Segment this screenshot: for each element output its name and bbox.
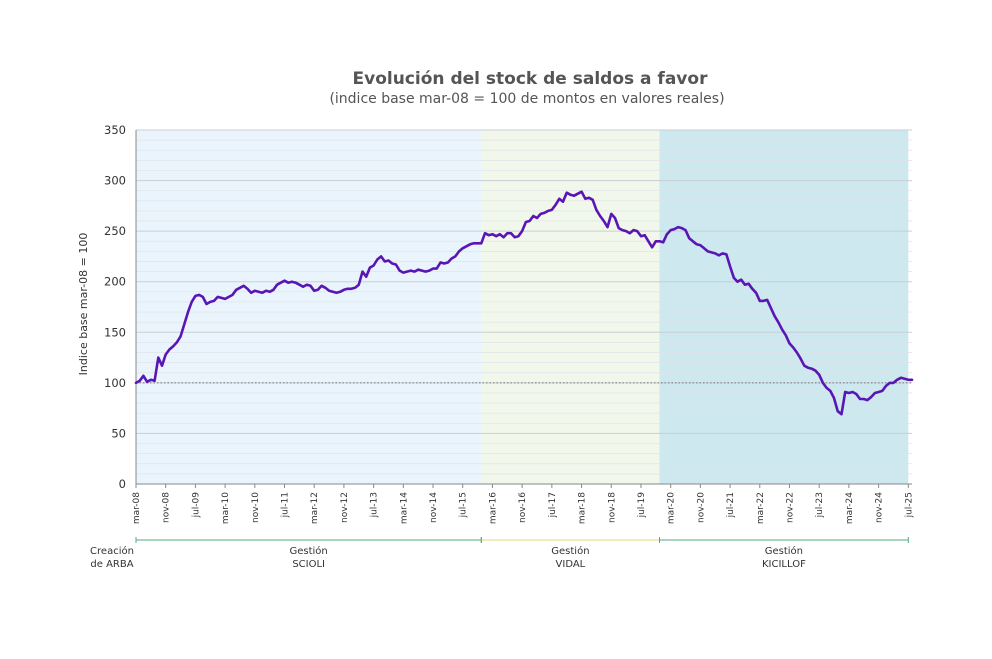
period-band-1 [136, 130, 482, 484]
y-tick-label: 50 [111, 426, 126, 440]
x-tick-label: nov-10 [251, 492, 261, 523]
period-bands [136, 130, 909, 484]
period-label-line1: Gestión [765, 545, 803, 557]
period-band-2 [481, 130, 660, 484]
x-tick-label: jul-23 [815, 492, 825, 518]
y-tick-label: 300 [104, 174, 126, 188]
x-tick-label: jul-17 [548, 492, 558, 518]
x-tick-label: jul-13 [370, 492, 380, 518]
x-tick-label: jul-09 [191, 492, 201, 519]
x-tick-label: mar-08 [132, 492, 142, 524]
period-label-line2: de ARBA [90, 559, 133, 570]
y-tick-label: 250 [104, 224, 126, 238]
y-tick-labels: 0 50 100 150 200 250 300 350 [104, 123, 126, 491]
x-tick-label: jul-21 [726, 492, 736, 518]
x-tick-label: mar-22 [756, 492, 766, 524]
x-tick-label: nov-20 [696, 492, 706, 523]
period-label-line2: KICILLOF [762, 559, 806, 570]
x-tick-label: nov-16 [518, 492, 528, 523]
period-label-line2: VIDAL [556, 559, 586, 570]
period-legend: Creación de ARBA Gestión SCIOLI Gestión VIDAL… [90, 537, 909, 570]
chart-title: Evolución del stock de saldos a favor [353, 69, 709, 89]
x-tick-label: jul-19 [637, 492, 647, 519]
x-tick-label: nov-12 [340, 492, 350, 523]
y-tick-label: 0 [119, 477, 126, 491]
period-label-line1: Gestión [290, 545, 328, 557]
x-tick-label: nov-22 [785, 492, 795, 523]
axes [135, 130, 912, 485]
x-tick-label: jul-11 [281, 492, 291, 518]
y-tick-label: 100 [104, 376, 126, 390]
x-tick-label: mar-10 [221, 492, 231, 524]
y-tick-label: 350 [104, 123, 126, 137]
x-tick-label: nov-08 [162, 492, 172, 523]
x-tick-label: nov-14 [429, 492, 439, 523]
x-tick-label: mar-12 [310, 492, 320, 524]
x-tick-label: mar-16 [488, 492, 498, 524]
x-tick-label: nov-18 [607, 492, 617, 523]
y-tick-label: 150 [104, 325, 126, 339]
y-axis-label: Indice base mar-08 = 100 [77, 233, 90, 376]
x-tick-label: mar-24 [845, 492, 855, 524]
x-tick-labels: mar-08 nov-08 jul-09 mar-10 nov-10 jul-11 mar-… [132, 484, 914, 524]
x-tick-label: jul-15 [459, 492, 469, 518]
x-tick-label: mar-18 [578, 492, 588, 524]
period-label-line2: SCIOLI [292, 559, 325, 570]
x-tick-label: jul-25 [904, 492, 914, 518]
period-band-3 [659, 130, 909, 484]
series-lines [134, 190, 914, 416]
gridlines [136, 129, 912, 475]
x-tick-label: mar-14 [399, 492, 409, 524]
x-tick-label: mar-20 [667, 492, 677, 524]
series-line [134, 190, 914, 416]
x-tick-label: nov-24 [875, 492, 885, 523]
chart-subtitle: (indice base mar-08 = 100 de montos en v… [329, 91, 724, 107]
period-label-line1: Gestión [551, 545, 589, 557]
period-label-line1: Creación [90, 545, 134, 557]
y-tick-label: 200 [104, 275, 126, 289]
